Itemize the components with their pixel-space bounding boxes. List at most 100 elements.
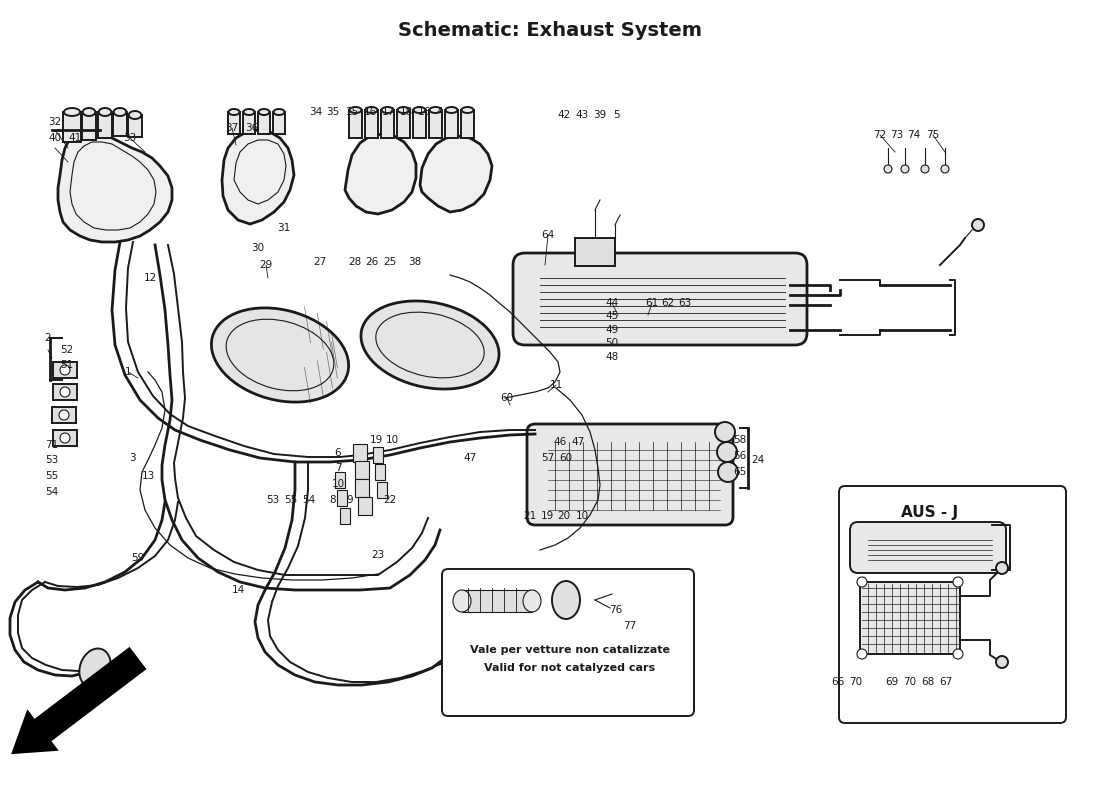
Ellipse shape [82,108,96,116]
Text: 42: 42 [558,110,571,120]
Text: 66: 66 [832,677,845,687]
Bar [273,112,285,134]
Text: 70: 70 [903,677,916,687]
Circle shape [901,165,909,173]
Circle shape [60,365,70,375]
Text: 49: 49 [605,325,618,335]
Bar [228,112,240,134]
Bar [412,110,426,138]
Bar [462,590,532,612]
Polygon shape [345,134,416,214]
Text: 6: 6 [334,448,341,458]
Text: 47: 47 [571,437,584,447]
Ellipse shape [552,581,580,619]
Text: 34: 34 [309,107,322,117]
Text: 48: 48 [605,352,618,362]
Text: 74: 74 [908,130,921,140]
Text: 38: 38 [408,257,421,267]
Text: 19: 19 [540,511,553,521]
Ellipse shape [350,107,362,113]
Circle shape [940,165,949,173]
Text: 19: 19 [370,435,383,445]
Text: 56: 56 [734,451,747,461]
Text: 54: 54 [302,495,316,505]
Text: 8: 8 [330,495,337,505]
Text: 39: 39 [593,110,606,120]
Text: 41: 41 [68,133,81,143]
Bar [340,508,350,524]
Text: 4: 4 [437,107,443,117]
Text: 55: 55 [285,495,298,505]
Text: 57: 57 [541,453,554,463]
Text: 60: 60 [560,453,573,463]
Text: 65: 65 [734,467,747,477]
Bar [429,110,442,138]
Bar [336,472,345,488]
Bar [446,110,458,138]
Text: 60: 60 [500,393,514,403]
Ellipse shape [243,109,254,115]
Text: 64: 64 [541,230,554,240]
Bar [397,110,410,138]
Text: 63: 63 [679,298,692,308]
Circle shape [921,165,929,173]
Circle shape [953,577,962,587]
Ellipse shape [382,107,394,113]
Polygon shape [222,130,294,224]
Ellipse shape [522,590,541,612]
Text: 35: 35 [327,107,340,117]
Text: 44: 44 [605,298,618,308]
Ellipse shape [397,107,409,113]
Text: 31: 31 [277,223,290,233]
Text: 69: 69 [886,677,899,687]
Text: 14: 14 [231,585,244,595]
Text: 53: 53 [266,495,279,505]
Ellipse shape [361,301,499,389]
Text: 10: 10 [385,435,398,445]
FancyBboxPatch shape [513,253,807,345]
Text: 1: 1 [124,367,131,377]
Circle shape [857,649,867,659]
Text: 29: 29 [260,260,273,270]
Bar [375,464,385,480]
Ellipse shape [365,107,377,113]
Text: 9: 9 [346,495,353,505]
Text: 59: 59 [131,553,144,563]
Bar [353,444,367,462]
Bar [575,238,615,266]
Ellipse shape [211,308,349,402]
Ellipse shape [274,109,285,115]
Text: 40: 40 [48,133,62,143]
Text: Vale per vetture non catalizzate: Vale per vetture non catalizzate [470,645,670,655]
Text: 16: 16 [417,107,430,117]
Text: 53: 53 [45,455,58,465]
Text: 73: 73 [890,130,903,140]
Text: 76: 76 [609,605,623,615]
Ellipse shape [446,107,458,113]
Bar [63,112,81,142]
Text: 61: 61 [646,298,659,308]
Ellipse shape [414,107,426,113]
Text: 2: 2 [45,333,52,343]
Bar [860,582,960,654]
Text: 27: 27 [314,257,327,267]
Circle shape [996,562,1008,574]
Bar [349,110,362,138]
Ellipse shape [453,590,471,612]
Text: 77: 77 [624,621,637,631]
FancyBboxPatch shape [527,424,733,525]
Bar [461,110,474,138]
Text: 23: 23 [372,550,385,560]
Circle shape [59,410,69,420]
Text: 15: 15 [345,107,359,117]
Text: 20: 20 [558,511,571,521]
Text: 51: 51 [60,360,74,370]
Bar [53,362,77,378]
Text: 3: 3 [129,453,135,463]
Text: 13: 13 [142,471,155,481]
Circle shape [718,462,738,482]
Text: 26: 26 [365,257,378,267]
Text: 68: 68 [922,677,935,687]
Ellipse shape [64,108,80,116]
FancyBboxPatch shape [442,569,694,716]
